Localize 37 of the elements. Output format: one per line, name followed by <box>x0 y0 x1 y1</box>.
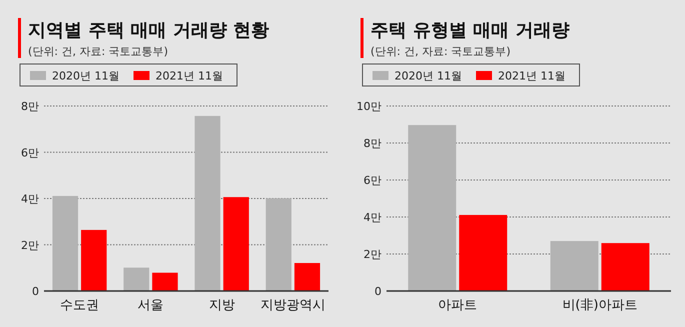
x-tick-label: 지방 <box>208 298 235 313</box>
x-tick-label: 지방광역시 <box>260 298 326 313</box>
bar <box>601 243 650 291</box>
bar <box>81 230 107 291</box>
chart-subtitle: (단위: 건, 자료: 국토교통부) <box>28 45 168 58</box>
y-tick-label: 0 <box>374 285 382 298</box>
bar <box>124 268 150 291</box>
x-tick-label: 아파트 <box>438 298 478 313</box>
bar <box>459 214 508 291</box>
chart-subtitle: (단위: 건, 자료: 국토교통부) <box>370 45 510 58</box>
y-tick-label: 0 <box>32 285 39 298</box>
y-tick-label: 8만 <box>364 137 382 150</box>
bar <box>266 198 292 291</box>
bar <box>408 125 456 291</box>
bar <box>550 241 598 291</box>
bar <box>294 263 320 291</box>
chart-title: 주택 유형별 매매 거래량 <box>370 20 570 41</box>
y-tick-label: 2만 <box>364 248 382 261</box>
chart-title: 지역별 주택 매매 거래량 현황 <box>28 20 270 41</box>
bar <box>52 196 78 291</box>
x-tick-label: 서울 <box>138 298 164 313</box>
y-tick-label: 10만 <box>356 100 382 113</box>
y-tick-label: 8만 <box>21 100 39 113</box>
y-tick-label: 6만 <box>364 174 382 187</box>
legend-label: 2021년 11월 <box>156 70 223 82</box>
y-tick-label: 4만 <box>364 211 382 224</box>
x-tick-label: 수도권 <box>60 298 100 313</box>
bar <box>223 197 249 291</box>
y-tick-label: 6만 <box>21 146 39 160</box>
legend-label: 2021년 11월 <box>498 70 566 82</box>
bar <box>152 272 178 291</box>
y-tick-label: 2만 <box>21 238 39 252</box>
y-tick-label: 4만 <box>21 192 39 206</box>
legend-label: 2020년 11월 <box>394 70 462 82</box>
x-tick-label: 비(非)아파트 <box>562 298 638 313</box>
bar <box>194 116 220 291</box>
legend-label: 2020년 11월 <box>52 70 120 82</box>
